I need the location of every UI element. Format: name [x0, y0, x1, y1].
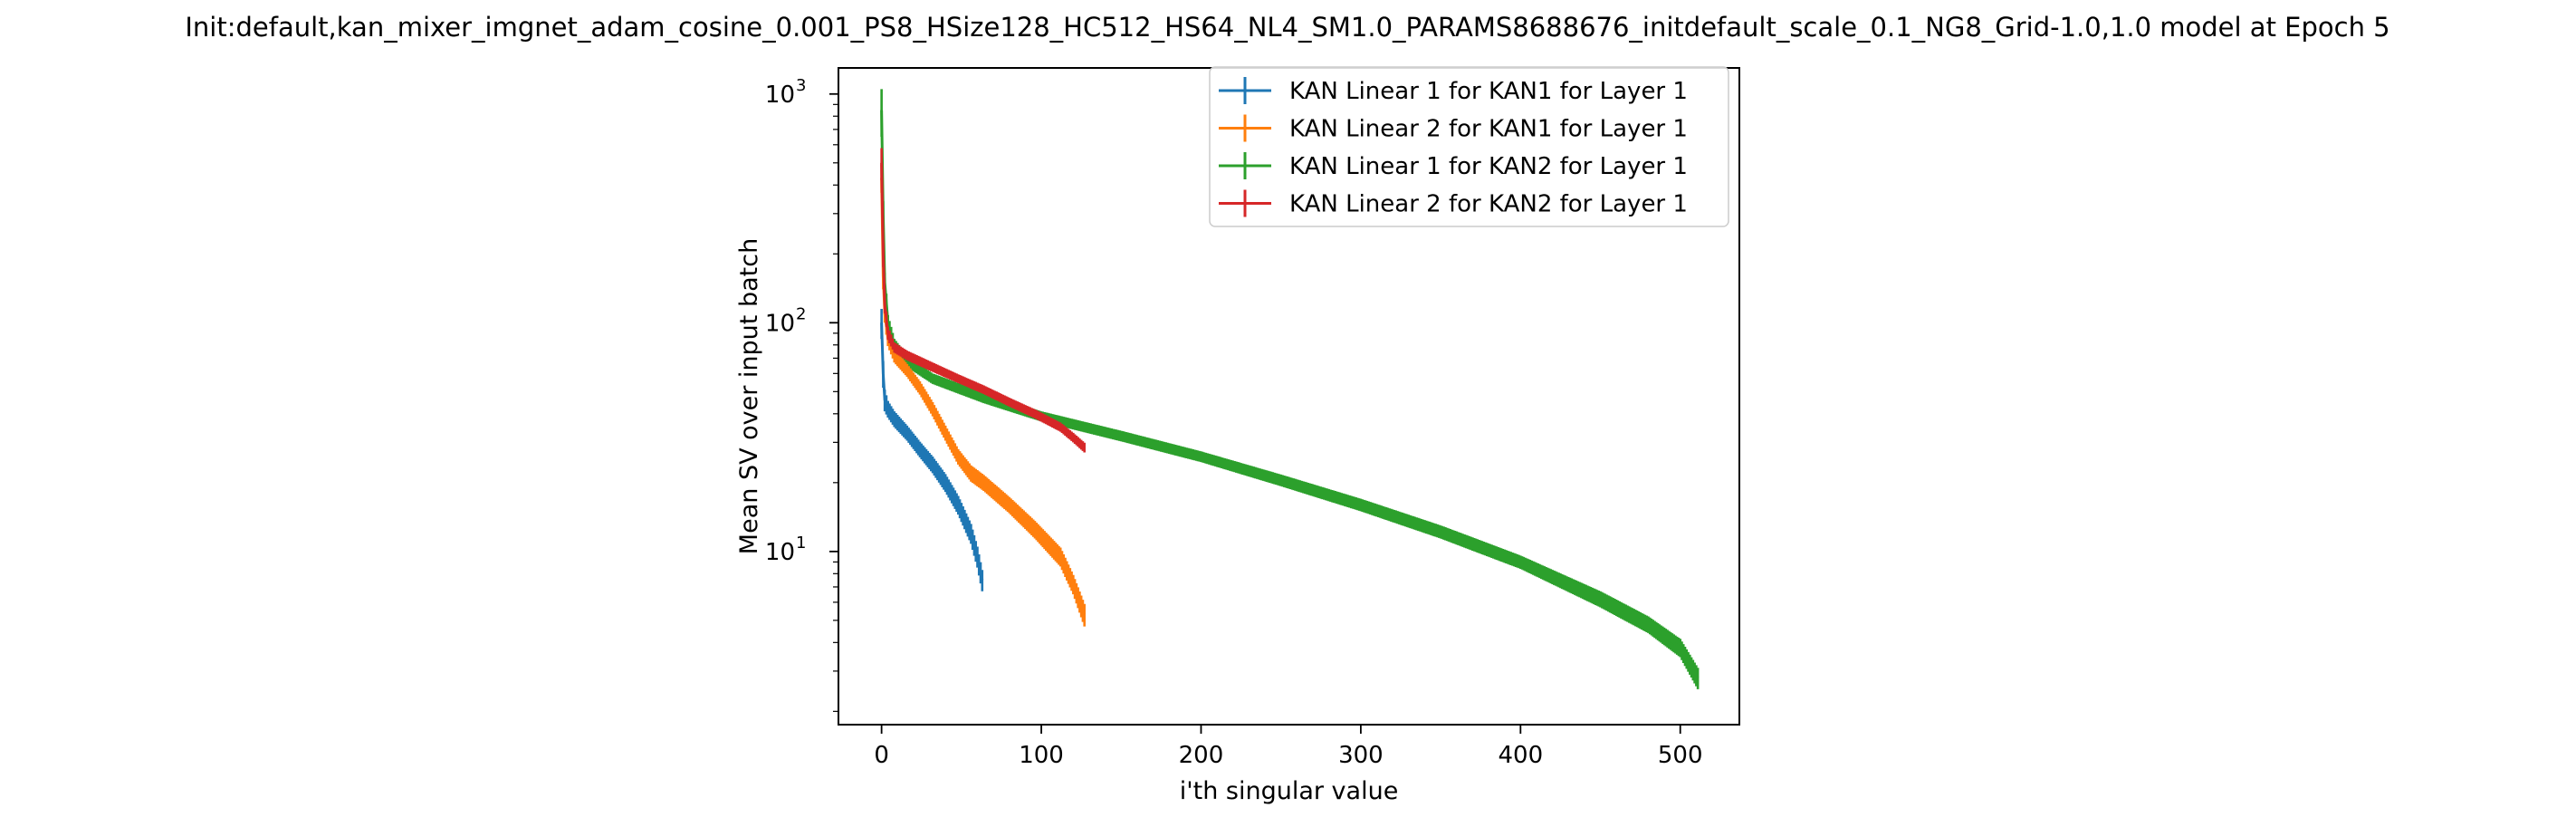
x-axis-label: i'th singular value — [1180, 777, 1399, 805]
x-tick-label-400: 400 — [1498, 742, 1543, 769]
legend-entry-2: KAN Linear 2 for KAN1 for Layer 1 — [1219, 114, 1688, 143]
legend-label-4: KAN Linear 2 for KAN2 for Layer 1 — [1289, 191, 1688, 218]
legend-label-3: KAN Linear 1 for KAN2 for Layer 1 — [1289, 153, 1688, 180]
x-tick-label-300: 300 — [1338, 742, 1384, 769]
legend-entry-4: KAN Linear 2 for KAN2 for Layer 1 — [1219, 189, 1688, 218]
series-1-line — [880, 322, 984, 581]
legend-label-2: KAN Linear 2 for KAN1 for Layer 1 — [1289, 116, 1688, 143]
x-tick-label-200: 200 — [1179, 742, 1224, 769]
y-tick-label-1000: 10 — [765, 82, 795, 109]
x-axis: 0 100 200 300 400 500 — [874, 725, 1703, 769]
x-tick-label-0: 0 — [874, 742, 889, 769]
y-tick-label-100: 10 — [765, 310, 795, 337]
series-4 — [880, 148, 1086, 453]
chart-title: Init:default,kan_mixer_imgnet_adam_cosin… — [185, 12, 2389, 43]
legend: KAN Linear 1 for KAN1 for Layer 1 KAN Lin… — [1209, 66, 1729, 227]
y-tick-label-10: 10 — [765, 539, 795, 566]
series-1 — [880, 308, 984, 591]
series-2-line — [880, 178, 1087, 615]
y-axis-label: Mean SV over input batch — [735, 238, 763, 554]
plot-marks — [880, 89, 1700, 689]
legend-entry-1: KAN Linear 1 for KAN1 for Layer 1 — [1219, 77, 1688, 105]
legend-box — [1209, 66, 1729, 227]
series-4-line — [880, 162, 1086, 449]
legend-label-1: KAN Linear 1 for KAN1 for Layer 1 — [1289, 78, 1688, 105]
y-tick-exponent-100: 2 — [796, 304, 806, 323]
y-tick-exponent-10: 1 — [796, 534, 806, 553]
x-tick-label-500: 500 — [1658, 742, 1703, 769]
legend-entry-3: KAN Linear 1 for KAN2 for Layer 1 — [1219, 152, 1688, 180]
x-tick-label-100: 100 — [1019, 742, 1064, 769]
y-tick-exponent-1000: 3 — [796, 76, 806, 95]
